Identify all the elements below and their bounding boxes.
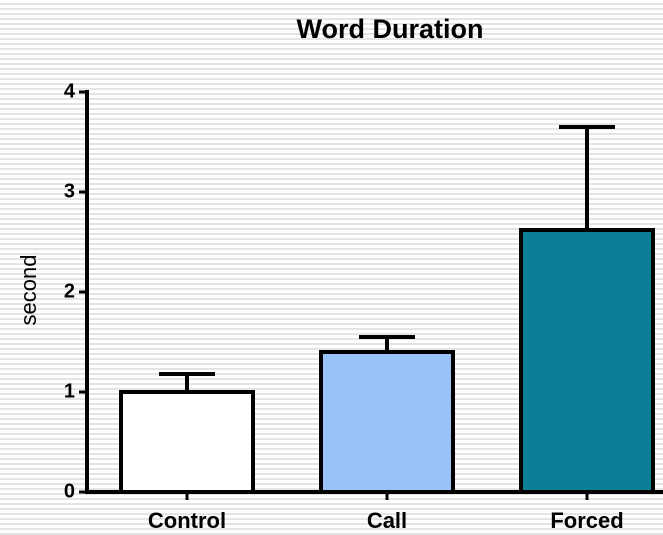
y-tick-label: 2: [64, 280, 75, 302]
x-tick-label: Forced: [550, 508, 623, 533]
y-tick-label: 1: [64, 380, 75, 402]
y-tick-label: 0: [64, 480, 75, 502]
x-tick-label: Call: [367, 508, 407, 533]
bar: [119, 390, 255, 494]
bar: [519, 228, 655, 494]
chart-title: Word Duration: [297, 14, 484, 44]
y-axis-label: second: [16, 255, 41, 326]
x-tick-label: Control: [148, 508, 226, 533]
bar: [319, 350, 455, 494]
y-tick-label: 3: [64, 180, 75, 202]
y-tick-label: 4: [64, 80, 76, 102]
